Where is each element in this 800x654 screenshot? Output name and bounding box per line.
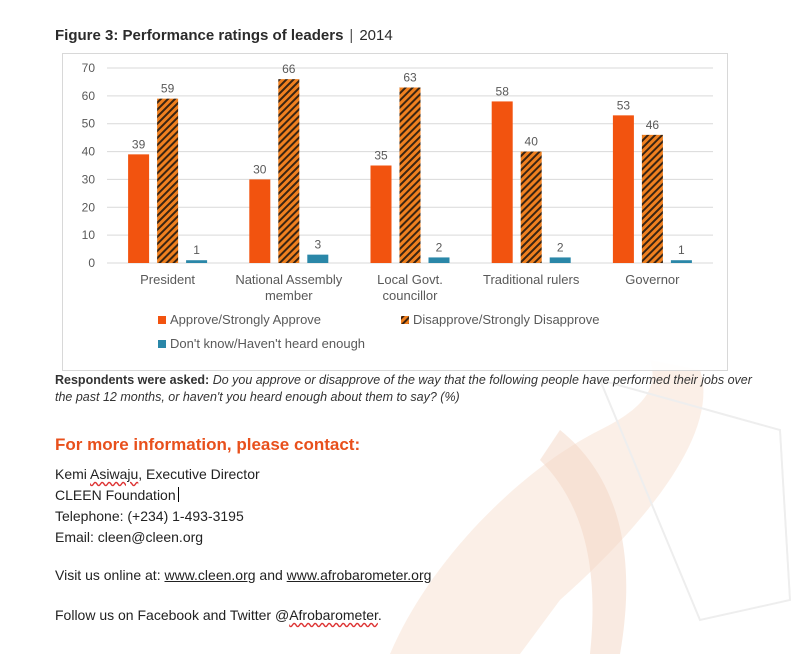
figure-title-year: 2014 — [359, 27, 393, 44]
afrobarometer-website-link[interactable]: www.afrobarometer.org — [286, 567, 432, 583]
approve-bar — [249, 179, 271, 263]
dont-know-bar — [428, 257, 450, 263]
x-tick-label: Governor — [625, 272, 680, 287]
contact-name-prefix: Kemi — [55, 466, 91, 482]
data-label: 46 — [646, 118, 660, 132]
x-tick-label: President — [140, 272, 195, 287]
follow-prefix: Follow us on Facebook and Twitter @ — [55, 607, 290, 623]
y-tick-label: 60 — [82, 89, 96, 103]
dont-know-bar — [670, 260, 692, 263]
data-label: 35 — [374, 149, 388, 163]
visit-middle: and — [255, 567, 287, 583]
follow-suffix: . — [377, 607, 382, 623]
contact-organization[interactable]: CLEEN Foundation — [55, 487, 179, 503]
data-label: 40 — [525, 135, 539, 149]
x-tick-label: National Assembly — [235, 272, 342, 287]
data-label: 1 — [678, 243, 685, 257]
y-tick-label: 40 — [82, 145, 96, 159]
legend-label: Don't know/Haven't heard enough — [170, 336, 365, 351]
contact-title: , Executive Director — [138, 466, 260, 482]
contact-telephone: Telephone: (+234) 1-493-3195 — [55, 508, 244, 524]
dont-know-bar — [186, 260, 208, 263]
bar-chart: 0 10 20 30 40 50 60 70 39 59 1 President 30 66 3 Nation… — [82, 61, 713, 351]
data-label: 63 — [403, 71, 417, 85]
note-question: Do you approve or disapprove of the way … — [55, 373, 752, 404]
x-tick-label: Local Govt. — [377, 272, 443, 287]
approve-bar — [491, 101, 513, 263]
approve-bar — [128, 154, 150, 263]
y-tick-label: 70 — [82, 61, 96, 75]
y-tick-label: 50 — [82, 117, 96, 131]
disapprove-bar — [641, 134, 663, 263]
dont-know-bar — [549, 257, 571, 263]
contact-name: Kemi Asiwaju, Executive Director — [55, 466, 260, 482]
data-label: 59 — [161, 82, 175, 96]
y-tick-label: 0 — [88, 256, 95, 270]
follow-line: Follow us on Facebook and Twitter @Afrob… — [55, 607, 382, 623]
legend-swatch — [158, 316, 166, 324]
data-label: 30 — [253, 162, 267, 176]
data-label: 58 — [496, 84, 510, 98]
chart-container: 0 10 20 30 40 50 60 70 39 59 1 President 30 66 3 Nation… — [62, 53, 728, 371]
data-label: 2 — [557, 240, 564, 254]
disapprove-bar — [157, 98, 179, 263]
y-tick-label: 10 — [82, 228, 96, 242]
visit-line: Visit us online at: www.cleen.org and ww… — [55, 567, 431, 583]
approve-bar — [370, 165, 392, 263]
dont-know-bar — [307, 254, 329, 263]
data-label: 1 — [193, 243, 200, 257]
x-tick-label: member — [265, 288, 313, 303]
data-label: 2 — [436, 240, 443, 254]
twitter-handle[interactable]: Afrobarometer — [289, 607, 378, 623]
contact-email: Email: cleen@cleen.org — [55, 529, 204, 545]
data-label: 66 — [282, 62, 296, 76]
data-label: 53 — [617, 98, 631, 112]
note-label: Respondents were asked: — [55, 373, 210, 387]
legend-label: Disapprove/Strongly Disapprove — [413, 312, 599, 327]
figure-title: Figure 3: Performance ratings of leaders… — [55, 27, 393, 44]
text-cursor — [177, 487, 179, 502]
x-tick-label: councillor — [383, 288, 439, 303]
legend-label: Approve/Strongly Approve — [170, 312, 321, 327]
data-label: 3 — [314, 238, 321, 252]
visit-prefix: Visit us online at: — [55, 567, 165, 583]
data-label: 39 — [132, 137, 146, 151]
x-tick-label: Traditional rulers — [483, 272, 580, 287]
cleen-website-link[interactable]: www.cleen.org — [164, 567, 256, 583]
approve-bar — [612, 115, 634, 263]
disapprove-bar — [520, 151, 542, 263]
figure-title-main: Figure 3: Performance ratings of leaders — [55, 27, 344, 44]
legend-swatch — [158, 340, 166, 348]
contact-heading: For more information, please contact: — [55, 435, 361, 454]
figure-title-separator: | — [349, 27, 354, 44]
survey-question-note: Respondents were asked: Do you approve o… — [55, 372, 755, 406]
organization-name: CLEEN Foundation — [55, 487, 176, 503]
disapprove-bar — [399, 87, 421, 263]
contact-surname: Asiwaju — [90, 466, 139, 482]
disapprove-bar — [278, 79, 300, 263]
y-tick-label: 30 — [82, 172, 96, 186]
legend-swatch — [401, 316, 409, 324]
y-tick-label: 20 — [82, 200, 96, 214]
